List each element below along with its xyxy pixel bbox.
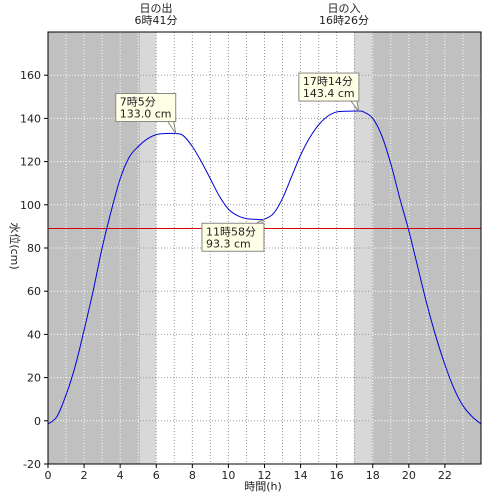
- y-tick-label: 20: [27, 372, 41, 385]
- y-tick-label: 80: [27, 242, 41, 255]
- callout-level: 133.0 cm: [120, 108, 172, 121]
- callout-box: [298, 72, 360, 102]
- y-axis-title: 水位(cm): [8, 222, 22, 269]
- x-tick-label: 22: [438, 469, 452, 482]
- y-tick-label: 0: [34, 415, 41, 428]
- callout-time: 11時58分: [206, 225, 256, 238]
- sunset-label: 日の入: [328, 2, 361, 15]
- y-tick-label: 40: [27, 328, 41, 341]
- x-tick-label: 18: [366, 469, 380, 482]
- tick-labels: 0 2 4 6 8 10 12 14 16 18 20 22 -20 0 20 40 60 80 100 120 140…: [20, 69, 452, 482]
- y-tick-label: 120: [20, 156, 41, 169]
- x-tick-label: 16: [330, 469, 344, 482]
- y-tick-label: 140: [20, 112, 41, 125]
- x-tick-label: 6: [153, 469, 160, 482]
- sunrise-time: 6時41分: [135, 14, 178, 27]
- x-axis-title: 時間(h): [244, 480, 282, 493]
- x-tick-label: 20: [402, 469, 416, 482]
- y-tick-label: 100: [20, 199, 41, 212]
- callout-level: 143.4 cm: [303, 87, 355, 100]
- callout-box: [115, 93, 177, 123]
- x-tick-label: 0: [45, 469, 52, 482]
- x-tick-label: 14: [294, 469, 308, 482]
- callout-box: [201, 222, 265, 252]
- x-tick-label: 12: [258, 469, 272, 482]
- callout-time: 7時5分: [120, 96, 156, 109]
- callout-level: 93.3 cm: [206, 237, 251, 250]
- y-tick-label: 160: [20, 69, 41, 82]
- x-tick-label: 4: [117, 469, 124, 482]
- x-tick-label: 2: [81, 469, 88, 482]
- x-tick-label: 10: [221, 469, 235, 482]
- y-tick-label: -20: [23, 458, 41, 471]
- y-tick-label: 60: [27, 285, 41, 298]
- sunrise-label: 日の出: [140, 1, 173, 15]
- callout-time: 17時14分: [303, 75, 353, 88]
- sunset-time: 16時26分: [319, 14, 369, 27]
- x-tick-label: 8: [189, 469, 196, 482]
